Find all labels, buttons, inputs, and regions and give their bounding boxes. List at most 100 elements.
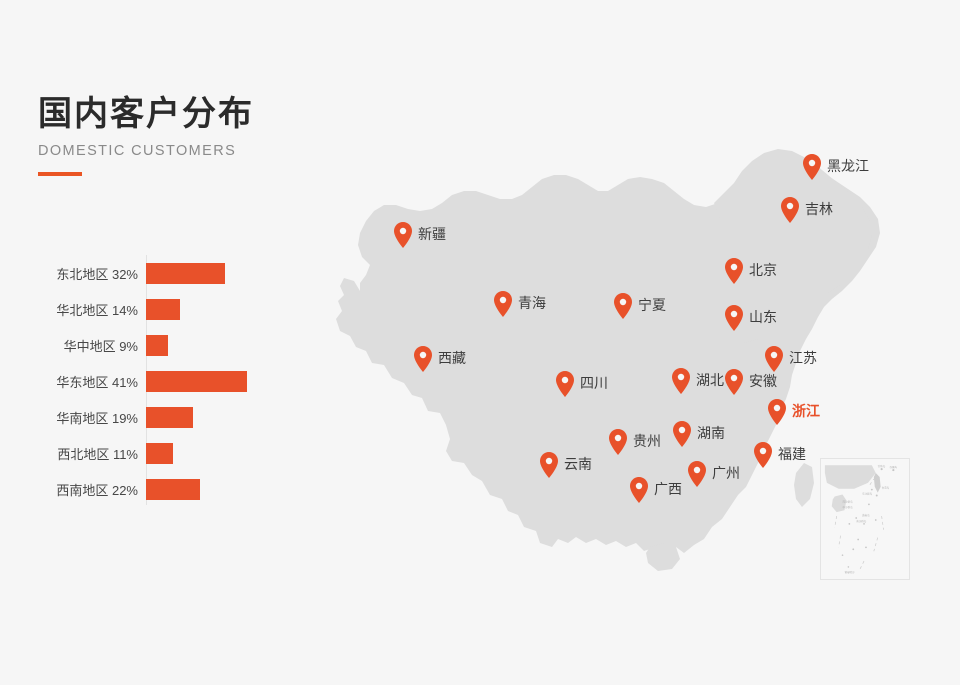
inset-map-label: 赤尾屿 (889, 465, 897, 469)
chart-row: 华北地区 14% (38, 291, 338, 327)
map-pin-icon (556, 371, 574, 397)
chart-row-label: 华东地区 41% (56, 374, 138, 390)
inset-map-label: 西沙群岛 (843, 499, 854, 503)
map-marker[interactable]: 云南 (540, 452, 592, 478)
chart-row-label: 华南地区 19% (56, 410, 138, 426)
map-pin-icon (725, 369, 743, 395)
map-marker[interactable]: 西藏 (414, 346, 466, 372)
map-pin-icon (614, 293, 632, 319)
china-map: 黑龙江吉林北京山东江苏 安徽 浙江福建 湖北湖南广州广西 贵州云南 四川 西藏 青海 宁夏 新疆 (300, 95, 940, 615)
map-marker-label: 福建 (778, 446, 806, 462)
map-marker[interactable]: 贵州 (609, 429, 661, 455)
inset-map-label: 台湾岛 (882, 486, 890, 490)
region-distribution-bar-chart: 东北地区 32% 华北地区 14% 华中地区 9% 华东地区 41% 华南地区 19% 西… (38, 255, 338, 507)
inset-map-label: 黄岩岛 (862, 513, 870, 517)
inset-map-label: 中沙群岛 (843, 505, 854, 509)
map-marker[interactable]: 新疆 (394, 222, 446, 248)
map-marker-label: 吉林 (805, 201, 833, 217)
chart-bar (146, 262, 225, 284)
chart-row-label: 西北地区 11% (57, 446, 138, 462)
chart-row: 华东地区 41% (38, 363, 338, 399)
map-marker[interactable]: 安徽 (725, 369, 777, 395)
map-pin-icon (414, 346, 432, 372)
map-pin-icon (673, 421, 691, 447)
chart-rows: 东北地区 32% 华北地区 14% 华中地区 9% 华东地区 41% 华南地区 19% 西… (38, 255, 338, 507)
chart-bar (146, 478, 201, 500)
chart-row-bar-track (146, 406, 338, 428)
map-pin-icon (781, 197, 799, 223)
map-marker[interactable]: 青海 (494, 291, 546, 317)
map-marker-label: 贵州 (633, 433, 661, 449)
chart-row-label: 西南地区 22% (56, 482, 138, 498)
map-marker[interactable]: 宁夏 (614, 293, 666, 319)
map-pin-icon (768, 399, 786, 425)
map-marker[interactable]: 浙江 (768, 399, 820, 425)
map-marker[interactable]: 四川 (556, 371, 608, 397)
map-marker[interactable]: 吉林 (781, 197, 833, 223)
inset-map-label: 南沙群岛 (856, 519, 867, 523)
inset-map-label: 东沙群岛 (862, 492, 873, 496)
map-pin-icon (725, 258, 743, 284)
chart-bar (146, 442, 174, 464)
map-marker-label: 广西 (654, 481, 682, 497)
map-marker-label: 黑龙江 (827, 158, 869, 174)
map-marker[interactable]: 北京 (725, 258, 777, 284)
map-marker-label: 西藏 (438, 350, 466, 366)
map-pin-icon (765, 346, 783, 372)
chart-row-bar-track (146, 262, 338, 284)
chart-row: 华南地区 19% (38, 399, 338, 435)
inset-map-label: 钓鱼岛 (878, 464, 886, 468)
chart-row-bar-track (146, 442, 338, 464)
map-marker-label: 江苏 (789, 350, 817, 366)
page-title: 国内客户分布 (38, 95, 254, 133)
map-marker-label: 广州 (712, 465, 740, 481)
map-pin-icon (494, 291, 512, 317)
chart-row: 西南地区 22% (38, 471, 338, 507)
map-marker-label: 四川 (580, 375, 608, 391)
map-marker[interactable]: 山东 (725, 305, 777, 331)
header-block: 国内客户分布 DOMESTIC CUSTOMERS (38, 95, 368, 177)
map-marker-label: 山东 (749, 309, 777, 325)
map-marker[interactable]: 福建 (754, 442, 806, 468)
map-pin-icon (630, 477, 648, 503)
chart-row-label: 华北地区 14% (56, 302, 138, 318)
map-marker-label: 北京 (749, 262, 777, 278)
map-pin-icon (540, 452, 558, 478)
map-marker[interactable]: 江苏 (765, 346, 817, 372)
map-marker[interactable]: 湖南 (673, 421, 725, 447)
map-marker-label: 新疆 (418, 226, 446, 242)
title-accent-bar (38, 172, 82, 177)
map-marker[interactable]: 黑龙江 (803, 154, 869, 180)
chart-row: 华中地区 9% (38, 327, 338, 363)
inset-map-label: 曾母暗沙 (844, 570, 855, 574)
map-marker-label: 湖北 (696, 372, 724, 388)
map-marker[interactable]: 广西 (630, 477, 682, 503)
chart-bar (146, 298, 181, 320)
chart-row: 西北地区 11% (38, 435, 338, 471)
map-pin-icon (688, 461, 706, 487)
chart-row-bar-track (146, 370, 338, 392)
map-pin-icon (803, 154, 821, 180)
map-marker[interactable]: 湖北 (672, 368, 724, 394)
chart-row-label: 华中地区 9% (63, 338, 138, 354)
chart-row-bar-track (146, 298, 338, 320)
map-marker-label: 安徽 (749, 373, 777, 389)
chart-row-bar-track (146, 478, 338, 500)
map-marker-label: 湖南 (697, 425, 725, 441)
chart-row: 东北地区 32% (38, 255, 338, 291)
map-marker-label: 浙江 (792, 403, 820, 419)
map-marker-label: 云南 (564, 456, 592, 472)
map-pin-icon (725, 305, 743, 331)
map-pin-icon (394, 222, 412, 248)
map-marker[interactable]: 广州 (688, 461, 740, 487)
map-marker-label: 宁夏 (638, 297, 666, 313)
page-subtitle: DOMESTIC CUSTOMERS (38, 143, 237, 160)
map-pin-icon (609, 429, 627, 455)
chart-bar (146, 370, 247, 392)
chart-row-bar-track (146, 334, 338, 356)
inset-map-south-china-sea: 钓鱼岛 赤尾屿台湾岛东沙群岛西沙群岛中沙群岛黄岩岛南沙群岛曾母暗沙 (820, 458, 910, 580)
chart-row-label: 东北地区 32% (56, 266, 138, 282)
